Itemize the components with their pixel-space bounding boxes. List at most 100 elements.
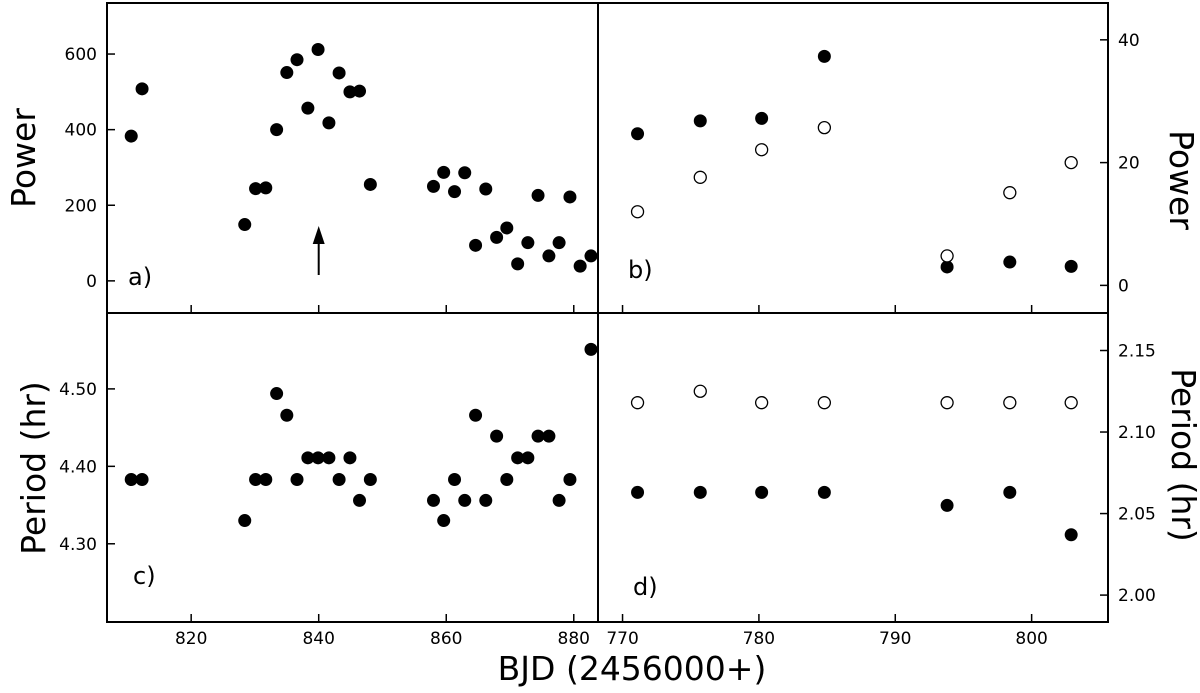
panel-b-filled-point: [940, 260, 954, 274]
panel-c-filled-point: [563, 473, 577, 487]
panel-c-filled-point: [490, 429, 504, 443]
panel-c-filled-point: [238, 514, 252, 528]
panel-a-filled-point: [280, 66, 294, 80]
panel-a-filled-point: [448, 185, 462, 199]
panel-a-y-tick-label: 0: [86, 272, 97, 292]
x-axis-title: BJD (2456000+): [498, 649, 767, 688]
panel-c-y-tick-label: 4.30: [59, 535, 97, 555]
panel-c-filled-point: [124, 473, 138, 487]
panel-a-y-tick-label: 200: [65, 196, 97, 216]
panel-d-filled-point: [693, 485, 707, 499]
panel-b-open-point: [940, 249, 954, 263]
panel-d-open-point: [1003, 396, 1017, 410]
panel-c-filled-point: [135, 473, 149, 487]
panel-c-filled-point: [322, 451, 336, 465]
panel-a-filled-point: [437, 165, 451, 179]
panel-c-filled-point: [343, 451, 357, 465]
panel-c-filled-point: [301, 451, 315, 465]
panel-d-y-tick-label: 2.15: [1118, 342, 1156, 362]
panel-a-filled-point: [270, 123, 284, 137]
panel-b-open-point: [817, 120, 832, 135]
panel-a-y-tick-label: 600: [65, 45, 97, 65]
panel-c-filled-point: [542, 429, 556, 443]
panel-c-filled-point: [458, 493, 472, 507]
panel-b-open-point: [754, 143, 769, 157]
panel-a-tag: a): [128, 263, 152, 291]
panel-c-filled-point: [469, 408, 483, 422]
panel-a-filled-point: [469, 238, 483, 252]
panel-b-filled-point: [631, 127, 645, 141]
panel-a-filled-point: [238, 218, 252, 232]
panel-a-y-tick-label: 400: [65, 121, 97, 141]
panel-d-open-point: [630, 396, 645, 410]
panel-b-open-point: [1003, 186, 1017, 200]
panel-c-filled-point: [437, 514, 451, 528]
panel-d-filled-point: [755, 485, 769, 499]
panel-d-y-tick-label: 2.10: [1118, 423, 1156, 443]
panel-d-filled-point: [817, 485, 831, 499]
panel-d-y-tick-label: 2.00: [1118, 586, 1156, 606]
panel-a-filled-point: [343, 85, 357, 99]
panel-b-y-axis-title: Power: [1162, 130, 1200, 230]
panel-a-filled-point: [563, 190, 577, 204]
panel-c-x-tick-label: 860: [430, 629, 462, 649]
panel-b-filled-point: [1064, 259, 1078, 273]
panel-b-open-point: [1064, 155, 1078, 170]
panel-c-y-axis-title: Period (hr): [14, 381, 53, 555]
panel-c-y-tick-label: 4.40: [59, 457, 97, 477]
panel-a-filled-point: [311, 43, 325, 56]
panel-a-filled-point: [249, 182, 263, 196]
panel-c-tag: c): [133, 562, 156, 590]
panel-c-filled-point: [479, 493, 493, 507]
panel-c-filled-point: [311, 451, 325, 465]
panel-d-filled-point: [631, 485, 645, 499]
panel-a-filled-point: [363, 177, 377, 191]
panel-a-filled-point: [552, 236, 566, 250]
panel-d-filled-point: [1064, 528, 1078, 542]
panel-c-filled-point: [332, 473, 346, 487]
panel-a-filled-point: [426, 179, 440, 193]
panel-b-open-point: [630, 205, 645, 219]
panel-d-x-tick-label: 800: [1015, 629, 1047, 649]
panel-a-y-axis-title: Power: [4, 108, 43, 208]
panel-a-filled-point: [490, 230, 504, 244]
panel-d-filled-point: [1003, 485, 1017, 499]
panel-c-filled-point: [259, 473, 273, 487]
panel-a-filled-point: [542, 249, 556, 263]
panel-b-tag: b): [628, 256, 653, 284]
panel-c-filled-point: [448, 473, 462, 487]
panel-b-filled-point: [1003, 255, 1017, 269]
panel-c-x-tick-label: 820: [175, 629, 207, 649]
panel-d-open-point: [754, 396, 769, 410]
panel-d-x-tick-label: 780: [743, 629, 775, 649]
panel-d-open-point: [940, 396, 954, 410]
panel-d-open-point: [693, 384, 707, 398]
panel-a-filled-point: [531, 188, 545, 202]
panel-d-x-tick-label: 770: [606, 629, 638, 649]
panel-a-filled-point: [332, 66, 346, 80]
panel-a-filled-point: [301, 101, 315, 115]
panel-d-tag: d): [633, 573, 658, 601]
panel-a-filled-point: [353, 84, 367, 98]
panel-a-filled-point: [511, 257, 525, 271]
panel-a-filled-point: [259, 181, 273, 195]
panel-c-filled-point: [280, 408, 294, 422]
panel-a-filled-point: [135, 82, 149, 96]
panel-a-filled-point: [458, 166, 472, 180]
panel-c-filled-point: [249, 473, 263, 487]
panel-d-filled-point: [940, 498, 954, 512]
panel-c-filled-point: [290, 473, 304, 487]
axes-layer: 0 200 400 600 a) Power 0 20 40 b) Power 4.30 4.40 4.5…: [4, 31, 1200, 649]
panel-c-filled-point: [426, 493, 440, 507]
panel-c-x-tick-label: 840: [302, 629, 334, 649]
panel-a-filled-point: [290, 53, 304, 67]
panel-b-filled-point: [693, 114, 707, 128]
panel-a-filled-point: [322, 116, 336, 130]
panel-d-x-tick-label: 790: [879, 629, 911, 649]
panel-d-y-axis-title: Period (hr): [1164, 368, 1200, 542]
panel-c-filled-point: [353, 493, 367, 507]
panel-c-filled-point: [511, 451, 525, 465]
panel-c-filled-point: [270, 387, 284, 401]
